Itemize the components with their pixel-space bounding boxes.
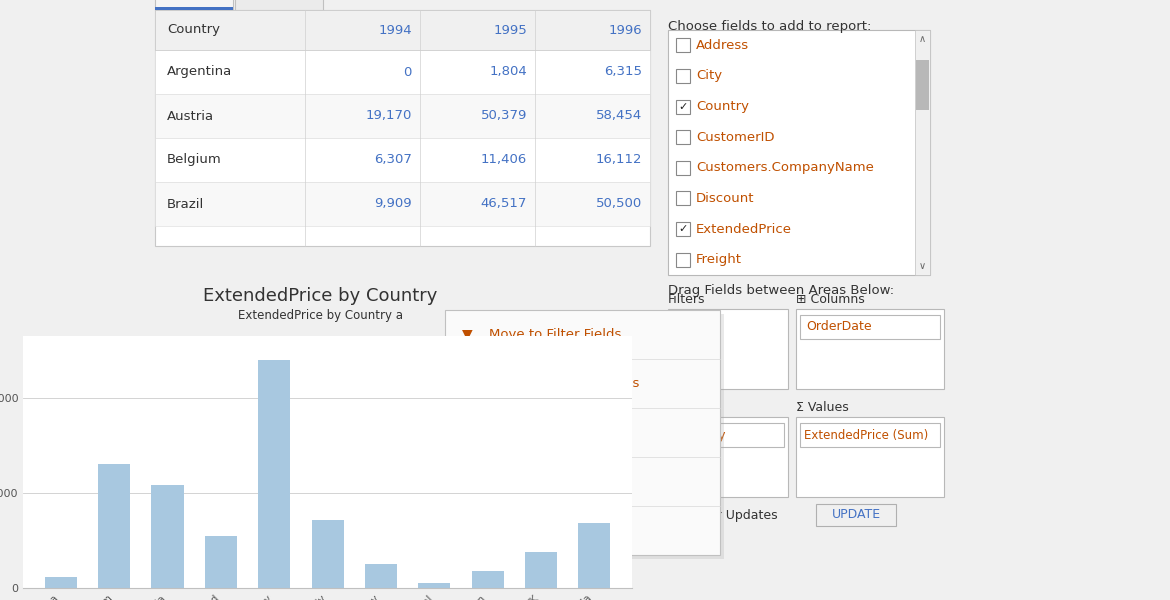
Bar (98, 464, 130, 588)
Text: 50,500: 50,500 (596, 197, 642, 211)
Text: Remove Field: Remove Field (489, 475, 578, 488)
Bar (672, 423, 784, 447)
Bar (676, 161, 690, 175)
Bar (796, 417, 944, 497)
Bar (676, 222, 690, 236)
Text: Choose fields to add to report:: Choose fields to add to report: (668, 20, 872, 33)
Bar (365, 564, 397, 588)
Text: Discount: Discount (696, 192, 755, 205)
Text: ✓: ✓ (679, 101, 688, 112)
Text: ⊞: ⊞ (461, 377, 473, 391)
Bar (916, 60, 929, 110)
Text: Move to Column Fields: Move to Column Fields (489, 377, 639, 390)
Bar (676, 38, 690, 52)
Bar (668, 309, 789, 389)
Bar (154, 10, 651, 246)
Bar (676, 69, 690, 83)
Bar (154, 7, 233, 10)
Bar (668, 30, 930, 275)
Text: Argentina: Argentina (167, 65, 233, 79)
Text: Move to Filter Fields: Move to Filter Fields (489, 328, 621, 341)
Text: ExtendedPrice (Sum): ExtendedPrice (Sum) (804, 428, 928, 442)
Bar (154, 182, 651, 226)
Bar (815, 504, 896, 526)
Bar (205, 536, 236, 588)
Bar (796, 309, 944, 389)
Text: Belgium: Belgium (167, 154, 222, 166)
Bar (154, 10, 651, 50)
Text: 1,804: 1,804 (489, 65, 526, 79)
Text: 50,379: 50,379 (481, 109, 526, 122)
Bar (235, 0, 323, 10)
Text: Address: Address (696, 39, 749, 52)
Text: 9,909: 9,909 (374, 197, 412, 211)
Bar (668, 417, 789, 497)
Bar (419, 583, 450, 588)
Text: ▼: ▼ (462, 328, 473, 341)
Text: 1994: 1994 (378, 23, 412, 37)
Bar (676, 253, 690, 266)
Bar (676, 100, 690, 113)
Text: 6,307: 6,307 (374, 154, 412, 166)
Bar (668, 508, 682, 522)
Text: ∨: ∨ (918, 261, 927, 271)
Text: Σ: Σ (462, 425, 472, 439)
Text: Σ Values: Σ Values (796, 401, 848, 414)
Bar (676, 130, 690, 144)
Bar (449, 314, 724, 559)
Text: 0: 0 (404, 65, 412, 79)
Bar (445, 310, 720, 555)
Text: 19,170: 19,170 (365, 109, 412, 122)
Text: Field Settings...: Field Settings... (489, 524, 591, 537)
Text: CustomerID: CustomerID (696, 131, 775, 143)
Bar (915, 30, 930, 275)
Text: 1996: 1996 (608, 23, 642, 37)
Bar (154, 138, 651, 182)
Text: Move to Value Fields: Move to Value Fields (489, 426, 625, 439)
Text: OrderDate: OrderDate (806, 320, 872, 334)
Bar (154, 0, 233, 10)
Text: Country: Country (696, 100, 749, 113)
Bar (154, 50, 651, 94)
Text: City: City (696, 70, 722, 82)
Text: Customers.CompanyName: Customers.CompanyName (696, 161, 874, 175)
Text: Austria: Austria (167, 109, 214, 122)
Bar (472, 571, 504, 588)
Bar (578, 523, 611, 588)
Text: 46,517: 46,517 (481, 197, 526, 211)
Text: Defer Updates: Defer Updates (687, 509, 778, 521)
Bar (151, 485, 184, 588)
Bar (525, 552, 557, 588)
Text: 6,315: 6,315 (604, 65, 642, 79)
Bar (259, 360, 290, 588)
Text: ⚙: ⚙ (461, 523, 473, 538)
Text: Filters: Filters (668, 293, 706, 306)
Text: 16,112: 16,112 (596, 154, 642, 166)
Text: 58,454: 58,454 (596, 109, 642, 122)
Text: 11,406: 11,406 (481, 154, 526, 166)
Text: ✓: ✓ (679, 224, 688, 234)
Text: ExtendedPrice by Country: ExtendedPrice by Country (202, 287, 438, 305)
Text: ✕: ✕ (461, 475, 473, 488)
Text: Brazil: Brazil (167, 197, 205, 211)
Text: ExtendedPrice by Country a: ExtendedPrice by Country a (238, 309, 402, 322)
Bar (676, 191, 690, 205)
Text: 1995: 1995 (494, 23, 526, 37)
Bar (311, 520, 344, 588)
Text: Drag Fields between Areas Below:: Drag Fields between Areas Below: (668, 284, 894, 297)
Bar (800, 315, 940, 339)
Text: ∧: ∧ (918, 34, 927, 44)
Bar (44, 577, 77, 588)
Bar (154, 94, 651, 138)
Text: Country: Country (676, 428, 725, 442)
Text: Rows: Rows (668, 401, 701, 414)
Text: Country: Country (167, 23, 220, 37)
Text: ⊞ Columns: ⊞ Columns (796, 293, 865, 306)
Text: ExtendedPrice: ExtendedPrice (696, 223, 792, 236)
Text: Freight: Freight (696, 253, 742, 266)
Bar (800, 423, 940, 447)
Text: UPDATE: UPDATE (832, 509, 881, 521)
